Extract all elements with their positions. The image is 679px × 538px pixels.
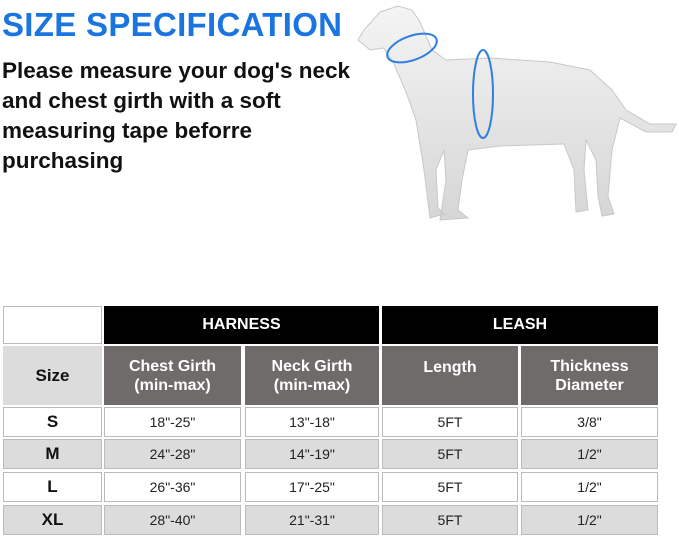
cell-neck-girth: 13"-18" xyxy=(245,407,379,437)
cell-size: L xyxy=(3,472,102,502)
column-header-thickness: Thickness Diameter xyxy=(521,346,658,405)
column-header-neck-girth: Neck Girth (min-max) xyxy=(245,346,379,405)
cell-chest-girth: 26"-36" xyxy=(104,472,241,502)
cell-neck-girth: 17"-25" xyxy=(245,472,379,502)
leash-group-header: LEASH xyxy=(382,306,658,344)
cell-chest-girth: 24"-28" xyxy=(104,439,241,469)
cell-size: M xyxy=(3,439,102,469)
cell-thickness: 3/8" xyxy=(521,407,658,437)
cell-size: S xyxy=(3,407,102,437)
cell-chest-girth: 28"-40" xyxy=(104,505,241,535)
cell-neck-girth: 21"-31" xyxy=(245,505,379,535)
measure-instructions: Please measure your dog's neck and chest… xyxy=(2,58,351,173)
cell-neck-girth: 14"-19" xyxy=(245,439,379,469)
page-title: SIZE SPECIFICATION xyxy=(2,6,343,43)
cell-thickness: 1/2" xyxy=(521,472,658,502)
cell-length: 5FT xyxy=(382,407,518,437)
blank-corner-cell xyxy=(3,306,102,344)
dog-illustration xyxy=(357,5,677,221)
cell-length: 5FT xyxy=(382,472,518,502)
column-header-length: Length xyxy=(382,346,518,405)
column-header-size: Size xyxy=(3,346,102,405)
cell-thickness: 1/2" xyxy=(521,439,658,469)
column-header-chest-girth: Chest Girth (min-max) xyxy=(104,346,241,405)
cell-length: 5FT xyxy=(382,439,518,469)
cell-length: 5FT xyxy=(382,505,518,535)
cell-chest-girth: 18"-25" xyxy=(104,407,241,437)
cell-thickness: 1/2" xyxy=(521,505,658,535)
cell-size: XL xyxy=(3,505,102,535)
harness-group-header: HARNESS xyxy=(104,306,379,344)
